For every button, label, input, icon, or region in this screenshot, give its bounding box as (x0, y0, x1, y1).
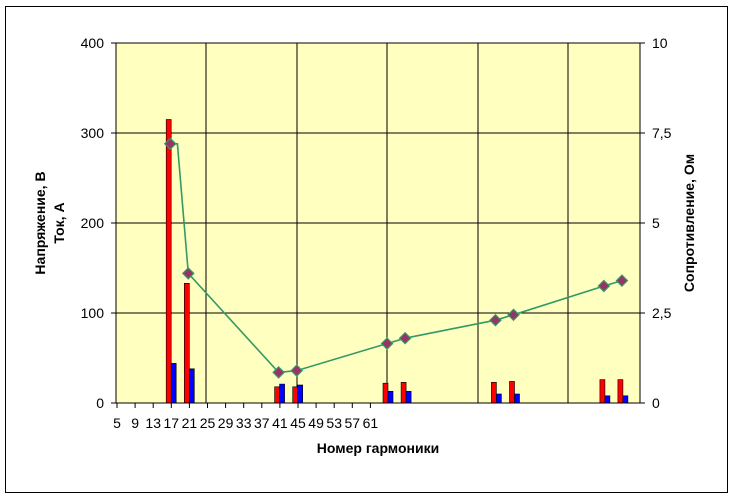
x-axis-title: Номер гармоники (317, 440, 439, 456)
resistance-marker (615, 274, 629, 287)
current-bar (622, 395, 629, 404)
current-bar (189, 368, 195, 404)
x-tick-label: 29 (218, 415, 234, 431)
voltage-bar (292, 386, 299, 404)
x-tick-label: 17 (164, 415, 180, 431)
x-tick-label: 57 (345, 415, 361, 431)
resistance-line (163, 137, 629, 379)
current-bar (279, 383, 285, 404)
y-left-tick-label: 0 (96, 395, 104, 411)
resistance-marker (489, 313, 502, 327)
y-axis-right-title: Сопротивление, Ом (681, 154, 697, 292)
voltage-bar (509, 381, 515, 404)
x-tick-label: 49 (308, 415, 324, 431)
y-left-tick-label: 100 (81, 305, 105, 321)
voltage-bar (165, 119, 172, 404)
x-tick-label: 61 (363, 415, 379, 431)
current-bar (387, 390, 394, 404)
y-axis-left-title-line1: Напряжение, В (32, 171, 48, 274)
resistance-marker (597, 279, 611, 293)
y-left-tick-label: 300 (81, 125, 105, 141)
y-right-tick-label: 10 (652, 35, 668, 51)
y-left-tick-label: 400 (81, 35, 105, 51)
current-bar (604, 395, 611, 404)
x-tick-label: 41 (272, 415, 288, 431)
x-tick-label: 5 (113, 415, 121, 431)
voltage-bar (599, 379, 606, 404)
current-bar (496, 393, 502, 404)
y-right-tick-label: 7,5 (652, 125, 672, 141)
x-tick-label: 45 (290, 415, 306, 431)
y-left-tick-label: 200 (81, 215, 105, 231)
resistance-marker (398, 331, 412, 345)
x-tick-label: 13 (145, 415, 161, 431)
resistance-marker (507, 308, 520, 322)
voltage-bar (274, 386, 280, 404)
resistance-marker (272, 366, 285, 379)
tick-labels: 5 9 13 17 21 25 29 33 37 41 45 49 53 57 61010020030040… (81, 35, 672, 431)
x-tick-label: 25 (200, 415, 216, 431)
x-tick-label: 21 (182, 415, 198, 431)
x-tick-label: 37 (254, 415, 270, 431)
voltage-bar (400, 381, 407, 404)
voltage-bar (491, 381, 497, 404)
x-tick-label: 53 (326, 415, 342, 431)
current-bar (170, 363, 177, 404)
current-bar (297, 384, 304, 404)
bars (165, 119, 629, 404)
voltage-bar (617, 379, 624, 404)
resistance-marker (181, 267, 195, 280)
gridlines (116, 42, 640, 403)
y-right-tick-label: 5 (652, 215, 660, 231)
current-bar (514, 393, 520, 404)
y-right-tick-label: 0 (652, 395, 660, 411)
resistance-marker (380, 337, 394, 350)
voltage-bar (184, 282, 190, 404)
resistance-marker (290, 364, 304, 377)
y-axis-left-title-line2: Ток, А (51, 202, 67, 243)
y-right-tick-label: 2,5 (652, 305, 672, 321)
voltage-bar (382, 382, 389, 404)
resistance-marker (163, 137, 177, 151)
x-tick-label: 9 (131, 415, 139, 431)
x-tick-label: 33 (236, 415, 252, 431)
current-bar (405, 390, 412, 404)
